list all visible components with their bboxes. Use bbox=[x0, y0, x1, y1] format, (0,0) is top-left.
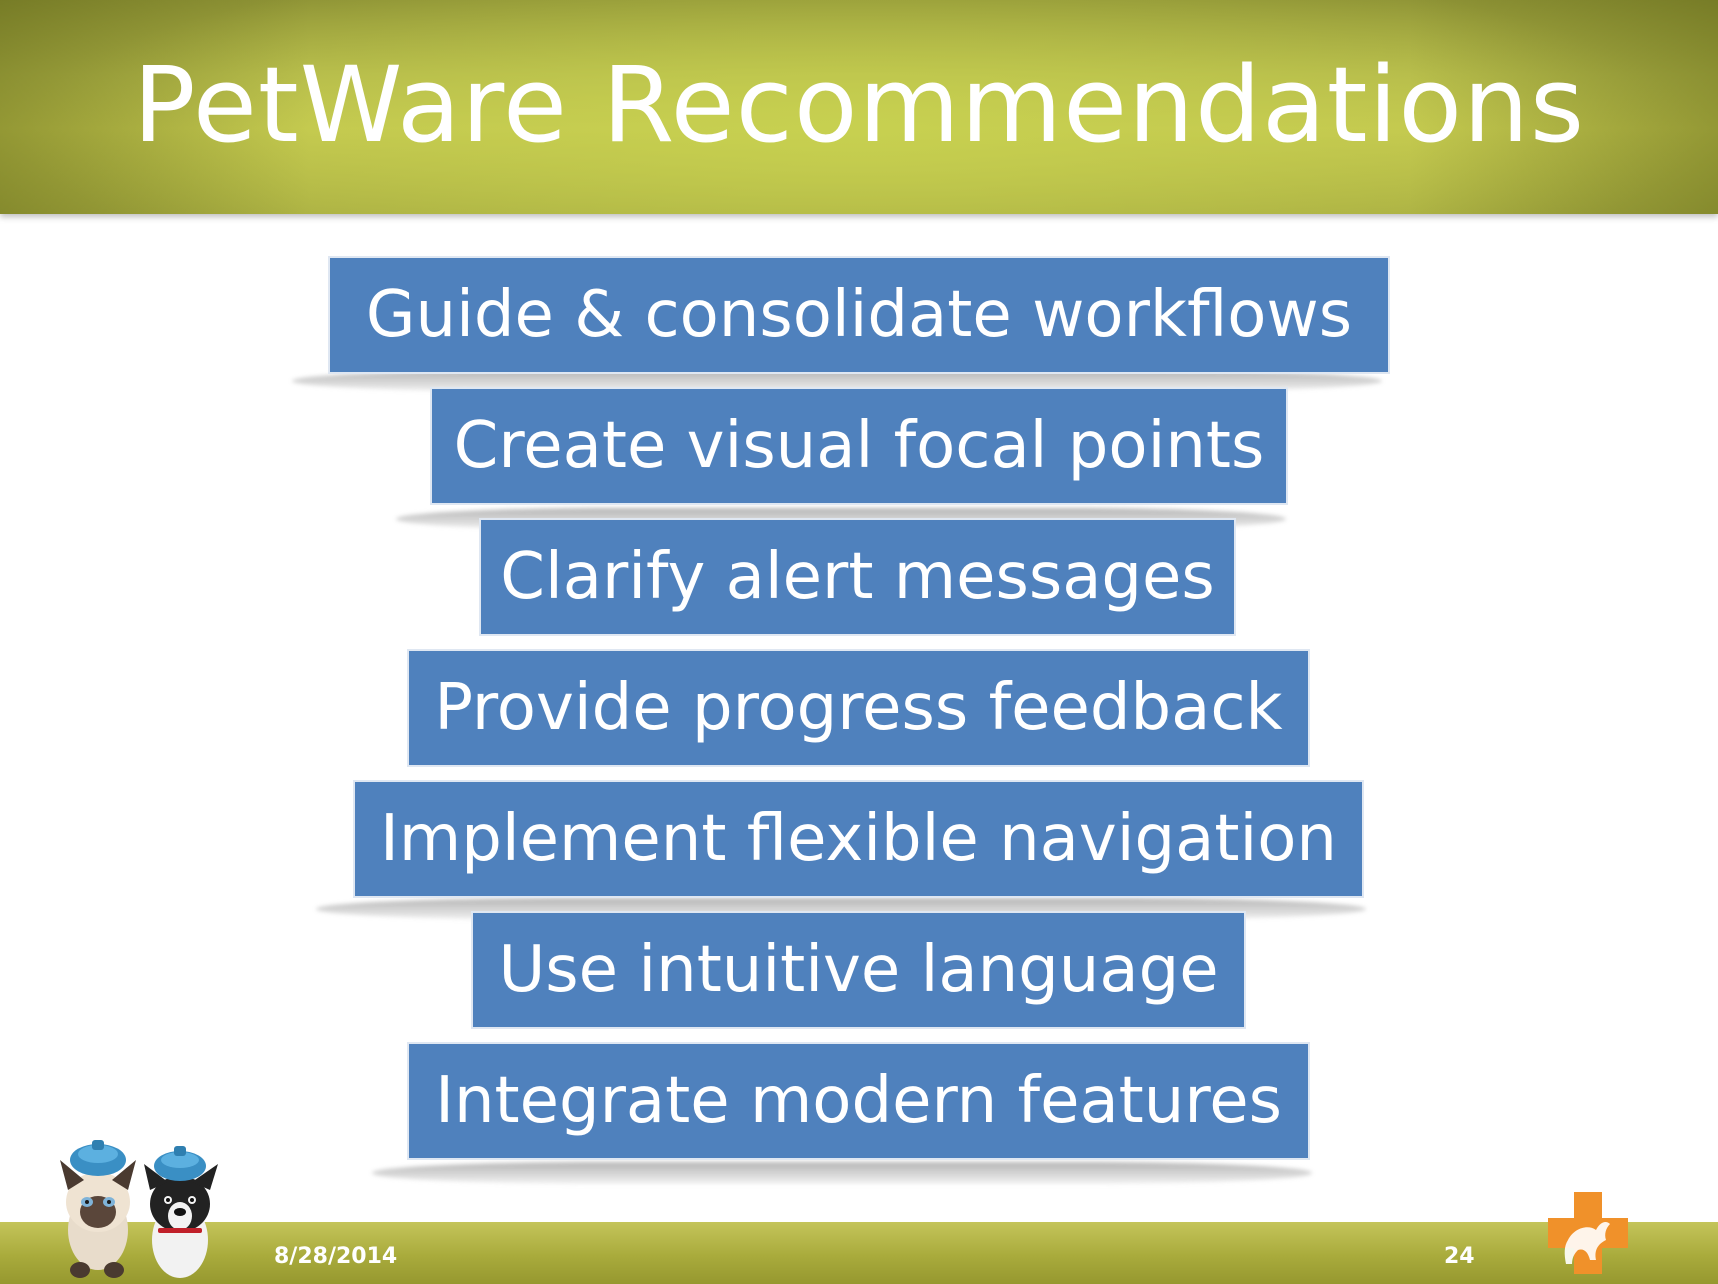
recommendation-item: Clarify alert messages bbox=[479, 518, 1236, 636]
recommendation-item: Guide & consolidate workflows bbox=[328, 256, 1390, 374]
pets-illustration-icon bbox=[60, 1140, 218, 1278]
bar-shadow bbox=[372, 1162, 1312, 1184]
recommendation-item: Provide progress feedback bbox=[407, 649, 1310, 767]
pet-cross-logo-icon bbox=[1548, 1192, 1628, 1274]
page-title: PetWare Recommendations bbox=[132, 44, 1586, 166]
title-band bbox=[0, 0, 1718, 214]
bar-shadow bbox=[292, 370, 1382, 392]
slide-number: 24 bbox=[1444, 1244, 1475, 1269]
recommendation-item: Implement flexible navigation bbox=[353, 780, 1364, 898]
recommendation-item: Use intuitive language bbox=[471, 911, 1246, 1029]
footer-band bbox=[0, 1222, 1718, 1284]
recommendation-item: Create visual focal points bbox=[430, 387, 1288, 505]
recommendation-item: Integrate modern features bbox=[407, 1042, 1310, 1160]
footer-date: 8/28/2014 bbox=[274, 1244, 398, 1269]
